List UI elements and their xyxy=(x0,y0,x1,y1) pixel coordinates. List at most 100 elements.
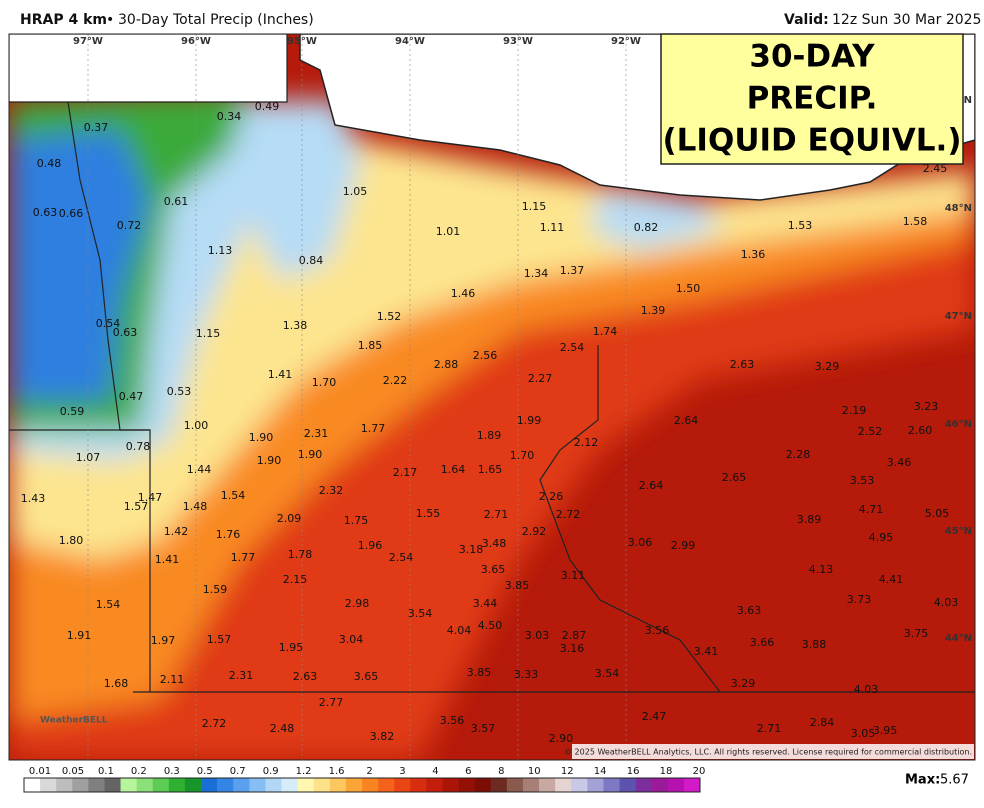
separator: • xyxy=(106,12,114,28)
latitude-label: 48°N xyxy=(945,203,972,214)
point-value: 1.48 xyxy=(183,500,208,513)
point-value: 1.90 xyxy=(257,454,282,467)
colorbar-swatch xyxy=(522,778,540,792)
point-value: 1.70 xyxy=(312,376,337,389)
max-label: Max: xyxy=(905,773,940,788)
latitude-label: N xyxy=(964,95,972,106)
point-value: 2.65 xyxy=(722,471,747,484)
point-value: 1.15 xyxy=(196,327,221,340)
point-value: 3.82 xyxy=(370,730,395,743)
banner-line: 30-DAY xyxy=(749,39,875,75)
point-value: 2.87 xyxy=(562,629,587,642)
point-value: 0.78 xyxy=(126,440,151,453)
colorbar-swatch xyxy=(603,778,620,792)
point-value: 3.03 xyxy=(525,629,550,642)
colorbar-label: 3 xyxy=(399,766,405,777)
point-value: 2.72 xyxy=(202,717,227,730)
point-value: 1.90 xyxy=(249,431,274,444)
point-value: 0.59 xyxy=(60,405,85,418)
colorbar-swatch xyxy=(394,778,411,792)
canada-mask xyxy=(9,34,288,103)
point-value: 1.90 xyxy=(298,448,323,461)
point-value: 1.38 xyxy=(283,319,308,332)
border-wisconsin xyxy=(539,345,721,693)
colorbar-label: 12 xyxy=(561,766,574,777)
colorbar-label: 2 xyxy=(366,766,372,777)
colorbar-swatch xyxy=(458,778,475,792)
point-value: 2.26 xyxy=(539,490,564,503)
point-value: 3.88 xyxy=(802,638,827,651)
point-value: 3.53 xyxy=(850,474,875,487)
colorbar-frame xyxy=(23,777,701,793)
colorbar-swatch xyxy=(426,778,443,792)
colorbar-label: 1.2 xyxy=(296,766,312,777)
point-value: 1.41 xyxy=(155,553,180,566)
point-value: 2.28 xyxy=(786,448,811,461)
point-value: 1.89 xyxy=(477,429,502,442)
point-value: 2.60 xyxy=(908,424,933,437)
product-name: 30-Day Total Precip (Inches) xyxy=(118,12,314,28)
point-value: 3.11 xyxy=(561,569,586,582)
colorbar-swatch xyxy=(474,778,492,792)
point-value: 4.50 xyxy=(478,619,503,632)
point-value: 2.45 xyxy=(923,162,948,175)
point-value: 2.54 xyxy=(389,551,414,564)
point-value: 2.77 xyxy=(319,696,344,709)
point-value: 3.44 xyxy=(473,597,498,610)
colorbar-swatch xyxy=(362,778,379,792)
point-value: 2.64 xyxy=(639,479,664,492)
point-value: 1.52 xyxy=(377,310,402,323)
logo: WeatherBELL xyxy=(40,716,108,726)
colorbar-swatch xyxy=(506,778,524,792)
colorbar-label: 0.2 xyxy=(131,766,147,777)
point-value: 1.97 xyxy=(151,634,176,647)
latitude-labels: N 48°N 47°N 46°N 45°N 44°N xyxy=(945,95,972,644)
point-value: 2.56 xyxy=(473,349,498,362)
point-value: 2.12 xyxy=(574,436,599,449)
colorbar-swatch xyxy=(539,778,556,792)
valid-label: Valid: xyxy=(784,12,829,28)
point-value: 5.05 xyxy=(925,507,950,520)
point-value: 1.57 xyxy=(207,633,232,646)
colorbar-swatch xyxy=(88,778,105,792)
point-value: 3.56 xyxy=(645,624,670,637)
colorbar-swatch xyxy=(217,778,234,792)
point-value: 1.15 xyxy=(522,200,547,213)
colorbar-swatch xyxy=(281,778,298,792)
point-value: 2.98 xyxy=(345,597,370,610)
colorbar-swatch xyxy=(168,778,186,792)
point-value: 1.65 xyxy=(478,463,503,476)
colorbar-swatch xyxy=(104,778,121,792)
point-value: 2.54 xyxy=(560,341,585,354)
point-value: 2.71 xyxy=(484,508,509,521)
point-value: 1.85 xyxy=(358,339,383,352)
longitude-label: 95°W xyxy=(287,36,317,47)
point-value: 1.46 xyxy=(451,287,476,300)
point-value: 2.31 xyxy=(229,669,254,682)
point-value: 2.71 xyxy=(757,722,782,735)
point-value: 1.07 xyxy=(76,451,101,464)
longitude-label: 96°W xyxy=(181,36,211,47)
point-value: 4.41 xyxy=(879,573,904,586)
point-value: 4.03 xyxy=(934,596,959,609)
point-value: 4.71 xyxy=(859,503,884,516)
colorbar-swatch xyxy=(442,778,459,792)
colorbar-swatch xyxy=(313,778,331,792)
point-value: 1.39 xyxy=(641,304,666,317)
longitude-label: 92°W xyxy=(611,36,641,47)
point-value: 2.84 xyxy=(810,716,835,729)
point-value: 3.85 xyxy=(505,579,530,592)
colorbar-swatch xyxy=(152,778,170,792)
colorbar-swatch xyxy=(233,778,250,792)
point-value: 1.58 xyxy=(903,215,928,228)
point-value: 3.29 xyxy=(731,677,756,690)
banner-line: PRECIP. xyxy=(747,81,878,117)
colorbar-swatch xyxy=(619,778,636,792)
point-value: 1.99 xyxy=(517,414,542,427)
point-value: 2.72 xyxy=(556,508,581,521)
point-value: 1.55 xyxy=(416,507,441,520)
point-value: 3.04 xyxy=(339,633,364,646)
colorbar-label: 0.5 xyxy=(197,766,213,777)
colorbar-label: 0.05 xyxy=(62,766,84,777)
